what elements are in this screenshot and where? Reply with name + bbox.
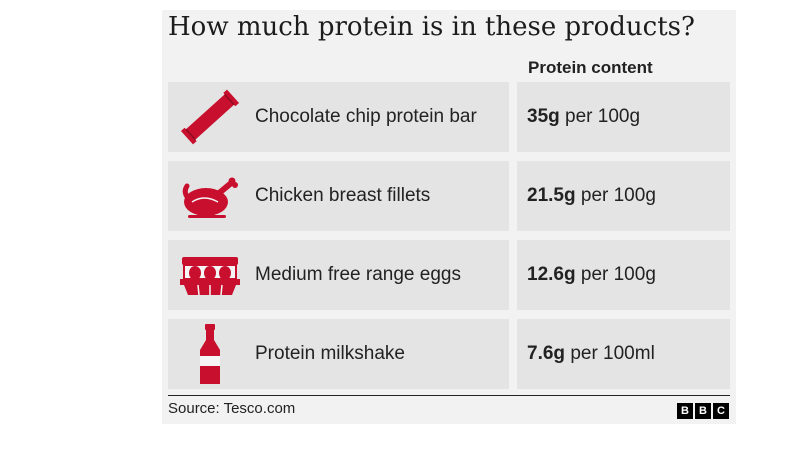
footer-divider	[168, 395, 730, 396]
product-cell: Chocolate chip protein bar	[168, 82, 509, 152]
table-row: Protein milkshake 7.6g per 100ml	[168, 319, 730, 389]
protein-value-cell: 21.5g per 100g	[517, 161, 730, 231]
product-name: Protein milkshake	[255, 343, 405, 364]
protein-bar-icon	[180, 89, 240, 145]
protein-value: 21.5g per 100g	[527, 161, 656, 231]
protein-amount: 35g	[527, 106, 560, 127]
chart-title: How much protein is in these products?	[168, 12, 695, 42]
logo-letter: B	[695, 403, 711, 419]
protein-value: 35g per 100g	[527, 82, 640, 152]
roast-chicken-icon	[182, 177, 238, 218]
table-row: Chicken breast fillets 21.5g per 100g	[168, 161, 730, 231]
product-cell: Medium free range eggs	[168, 240, 509, 310]
product-name: Chicken breast fillets	[255, 185, 431, 206]
protein-value-cell: 7.6g per 100ml	[517, 319, 730, 389]
bottle-icon	[200, 324, 220, 384]
protein-value: 12.6g per 100g	[527, 240, 656, 310]
protein-amount: 21.5g	[527, 185, 576, 206]
table-row: Chocolate chip protein bar 35g per 100g	[168, 82, 730, 152]
egg-carton-icon	[180, 257, 240, 296]
logo-letter: C	[713, 403, 729, 419]
product-cell: Chicken breast fillets	[168, 161, 509, 231]
table-row: Medium free range eggs 12.6g per 100g	[168, 240, 730, 310]
product-name: Medium free range eggs	[255, 264, 461, 285]
protein-unit: per 100ml	[570, 343, 655, 364]
protein-unit: per 100g	[565, 106, 641, 127]
product-cell: Protein milkshake	[168, 319, 509, 389]
protein-value: 7.6g per 100ml	[527, 319, 655, 389]
bbc-logo: B B C	[677, 403, 729, 419]
protein-amount: 12.6g	[527, 264, 576, 285]
logo-letter: B	[677, 403, 693, 419]
product-name: Chocolate chip protein bar	[255, 106, 477, 127]
protein-unit: per 100g	[580, 185, 656, 206]
protein-value-cell: 35g per 100g	[517, 82, 730, 152]
source-note: Source: Tesco.com	[168, 400, 296, 417]
infographic-panel: How much protein is in these products? P…	[162, 10, 736, 424]
protein-amount: 7.6g	[527, 343, 566, 364]
column-header-protein-content: Protein content	[528, 58, 653, 77]
protein-value-cell: 12.6g per 100g	[517, 240, 730, 310]
protein-unit: per 100g	[580, 264, 656, 285]
